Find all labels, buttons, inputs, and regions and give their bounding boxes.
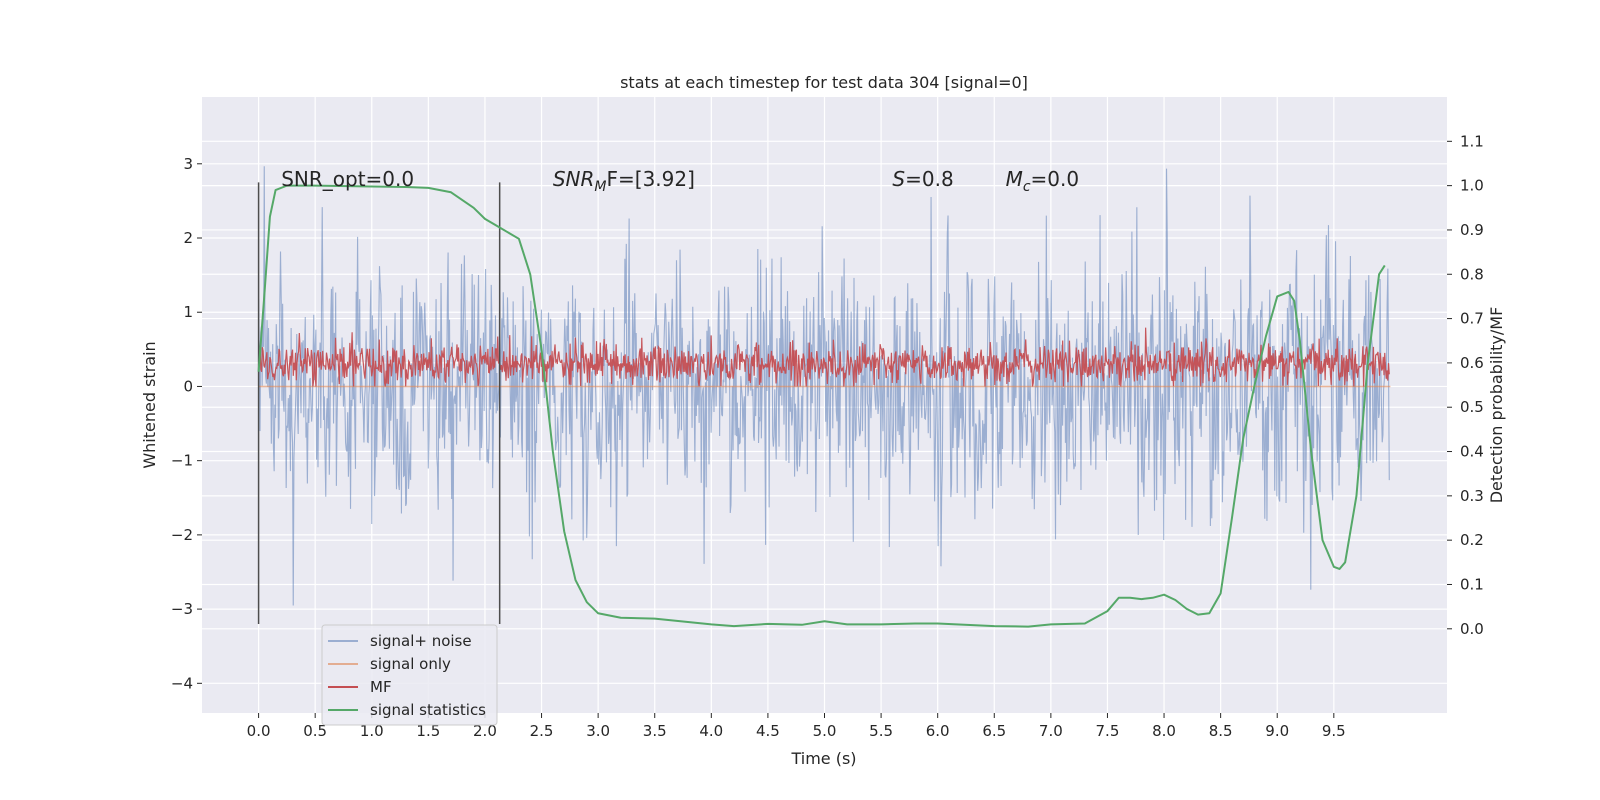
y-tick-label: 1: [183, 303, 193, 321]
y-right-tick-label: 0.8: [1460, 265, 1484, 283]
y-right-tick-label: 0.0: [1460, 620, 1484, 638]
x-tick-label: 1.5: [416, 722, 440, 740]
legend-entry: signal only: [370, 655, 451, 673]
y-tick-label: −1: [171, 452, 193, 470]
legend-entry: MF: [370, 678, 392, 696]
x-tick-label: 1.0: [360, 722, 384, 740]
legend: signal+ noise signal only MF signal statist…: [321, 624, 498, 726]
y-tick-label: −4: [171, 674, 193, 692]
legend-entry: signal+ noise: [370, 632, 472, 650]
x-tick-label: 9.0: [1265, 722, 1289, 740]
annotation-base: M: [1006, 167, 1023, 191]
annotation-1: SNRMF=[3.92]: [553, 167, 695, 195]
x-tick-label: 0.5: [303, 722, 327, 740]
x-tick-label: 4.5: [756, 722, 780, 740]
annotation-rest: =0.0: [1031, 167, 1080, 191]
legend-box: [321, 624, 498, 726]
x-tick-label: 8.5: [1209, 722, 1233, 740]
y-right-tick-label: 0.1: [1460, 575, 1484, 593]
x-tick-label: 5.0: [813, 722, 837, 740]
annotation-0: SNR_opt=0.0: [281, 167, 414, 191]
y-tick-label: −3: [171, 600, 193, 618]
y-right-tick-label: 0.3: [1460, 487, 1484, 505]
x-tick-label: 7.5: [1096, 722, 1120, 740]
x-tick-label: 7.0: [1039, 722, 1063, 740]
grid-lines: [202, 97, 1447, 713]
tick-labels: 0.0 0.5 1.0 1.5 2.0 2.5 3.0 3.5 4.0 4.5 5.0 5.5 6.0 6…: [171, 132, 1484, 740]
mf-line: [257, 327, 1390, 387]
x-tick-label: 2.5: [530, 722, 554, 740]
y-right-tick-label: 0.4: [1460, 443, 1484, 461]
y-tick-label: 3: [183, 155, 193, 173]
chart-title: stats at each timestep for test data 304…: [620, 73, 1028, 92]
annotation-3: Mc=0.0: [1006, 167, 1080, 195]
annotation-sub: M: [594, 179, 606, 195]
x-tick-label: 3.5: [643, 722, 667, 740]
annotations: SNR_opt=0.0 SNRMF=[3.92] S=0.8 Mc=0.0: [281, 167, 1079, 195]
y-right-tick-label: 0.5: [1460, 398, 1484, 416]
y-right-tick-label: 0.6: [1460, 354, 1484, 372]
y-axis-label: Whitened strain: [140, 341, 159, 468]
x-axis-label: Time (s): [790, 749, 856, 768]
x-tick-label: 5.5: [869, 722, 893, 740]
x-tick-label: 0.0: [247, 722, 271, 740]
y-right-tick-label: 0.7: [1460, 310, 1484, 328]
series-layer: [257, 166, 1391, 628]
x-tick-label: 8.0: [1152, 722, 1176, 740]
y-tick-label: 2: [183, 229, 193, 247]
x-tick-label: 9.5: [1322, 722, 1346, 740]
y-right-tick-label: 0.9: [1460, 221, 1484, 239]
annotation-rest: =0.8: [905, 167, 954, 191]
annotation-base: S: [892, 167, 905, 191]
annotation-base: SNR: [553, 167, 595, 191]
x-tick-label: 6.0: [926, 722, 950, 740]
signal-noise-line: [258, 166, 1390, 606]
legend-entry: signal statistics: [370, 701, 486, 719]
x-tick-label: 2.0: [473, 722, 497, 740]
y-right-tick-label: 0.2: [1460, 531, 1484, 549]
y-axis-right-label: Detection probability/MF: [1487, 307, 1506, 504]
annotation-rest: F=[3.92]: [607, 167, 695, 191]
y-tick-label: −2: [171, 526, 193, 544]
y-tick-label: 0: [183, 377, 193, 395]
x-tick-label: 4.0: [699, 722, 723, 740]
x-tick-label: 6.5: [982, 722, 1006, 740]
annotation-sub: c: [1023, 179, 1031, 195]
x-tick-label: 3.0: [586, 722, 610, 740]
y-right-tick-label: 1.1: [1460, 132, 1484, 150]
y-right-tick-label: 1.0: [1460, 177, 1484, 195]
annotation-2: S=0.8: [892, 167, 953, 191]
signal-statistics-line: [257, 184, 1386, 628]
